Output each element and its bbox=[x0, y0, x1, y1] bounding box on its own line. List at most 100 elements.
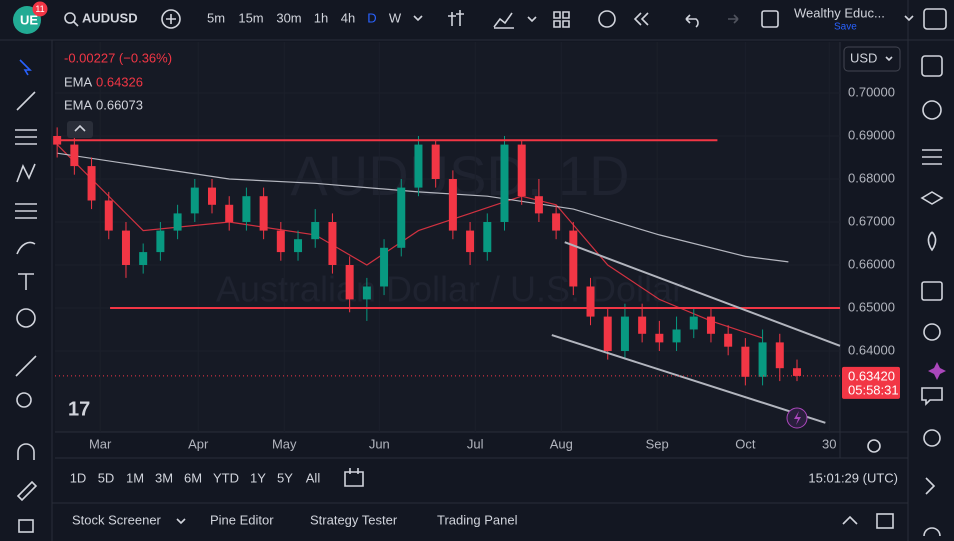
replay-icon[interactable] bbox=[633, 12, 649, 26]
candle-body bbox=[259, 196, 268, 231]
add-symbol[interactable] bbox=[161, 9, 181, 29]
range-button[interactable]: 3M bbox=[155, 470, 173, 485]
data-window[interactable] bbox=[922, 149, 942, 165]
candle-body bbox=[552, 213, 561, 231]
hotlist[interactable] bbox=[927, 231, 937, 252]
screener-menu[interactable] bbox=[176, 518, 186, 525]
panel-tab[interactable]: Pine Editor bbox=[210, 512, 274, 527]
candle-body bbox=[724, 333, 733, 347]
interval[interactable]: 30m bbox=[276, 10, 301, 25]
interval[interactable]: 4h bbox=[341, 10, 355, 25]
restore-panel[interactable] bbox=[876, 513, 894, 529]
interval[interactable]: W bbox=[389, 10, 402, 25]
candle-body bbox=[328, 221, 337, 265]
notifications[interactable] bbox=[923, 527, 941, 537]
calendar[interactable] bbox=[921, 281, 943, 301]
fullscreen[interactable] bbox=[923, 8, 947, 30]
candle-body bbox=[483, 221, 492, 253]
ideas[interactable] bbox=[923, 323, 941, 341]
text-tool[interactable] bbox=[18, 273, 34, 290]
trend-line[interactable] bbox=[551, 334, 826, 424]
candle-body bbox=[775, 342, 784, 369]
publish[interactable] bbox=[925, 477, 936, 495]
candle-body bbox=[586, 286, 595, 317]
badge-count: 11 bbox=[35, 4, 44, 14]
indicators-menu[interactable] bbox=[527, 16, 537, 23]
candle-body bbox=[276, 230, 285, 253]
candle-body bbox=[758, 342, 767, 377]
y-tick-label: 0.70000 bbox=[848, 84, 895, 99]
currency-button[interactable] bbox=[843, 46, 901, 72]
layout-menu[interactable] bbox=[904, 15, 914, 22]
candle-body bbox=[569, 230, 578, 287]
panel-tab[interactable]: Stock Screener bbox=[72, 512, 162, 527]
layout-name[interactable]: Wealthy Educ... bbox=[794, 5, 885, 20]
panel-tab[interactable]: Strategy Tester bbox=[310, 512, 398, 527]
interval[interactable]: 5m bbox=[207, 10, 225, 25]
cursor-tool[interactable] bbox=[19, 59, 32, 76]
candle-body bbox=[87, 166, 96, 201]
ai-icon[interactable] bbox=[928, 362, 946, 380]
settings[interactable] bbox=[867, 439, 881, 453]
interval[interactable]: 15m bbox=[238, 10, 263, 25]
zoom-tool[interactable] bbox=[16, 392, 32, 408]
redo bbox=[728, 14, 739, 24]
interval-menu[interactable] bbox=[413, 15, 423, 22]
trend-line[interactable] bbox=[564, 241, 841, 347]
candle-body bbox=[139, 252, 148, 265]
clock: 15:01:29 (UTC) bbox=[808, 470, 898, 485]
line-tool[interactable] bbox=[16, 91, 36, 111]
range-button[interactable]: 1D bbox=[70, 470, 87, 485]
watermark-subtitle: Australian Dollar / U.S. Dollar bbox=[216, 269, 684, 310]
chats[interactable] bbox=[921, 387, 943, 406]
tv-logo: 17 bbox=[68, 398, 90, 420]
fib-tool[interactable] bbox=[15, 129, 37, 145]
brush-tool[interactable] bbox=[16, 241, 36, 255]
lock-drawings[interactable] bbox=[16, 480, 38, 502]
candle-body bbox=[672, 329, 681, 343]
range-button[interactable]: YTD bbox=[213, 470, 239, 485]
range-button[interactable]: All bbox=[306, 470, 321, 485]
emoji-tool[interactable] bbox=[16, 308, 36, 328]
interval[interactable]: 1h bbox=[314, 10, 328, 25]
range-button[interactable]: 5Y bbox=[277, 470, 293, 485]
undo[interactable] bbox=[685, 14, 699, 28]
x-tick-label: Apr bbox=[188, 436, 209, 451]
layout-icon[interactable] bbox=[553, 11, 570, 28]
candle-body bbox=[208, 187, 216, 205]
candle-body bbox=[517, 144, 526, 197]
range-button[interactable]: 1M bbox=[126, 470, 144, 485]
prediction-tool[interactable] bbox=[15, 203, 37, 219]
snapshot[interactable] bbox=[761, 10, 779, 28]
chart-type[interactable] bbox=[448, 10, 464, 26]
magnet-tool[interactable] bbox=[17, 443, 35, 460]
lightning bbox=[794, 411, 801, 425]
panel-tab[interactable]: Trading Panel bbox=[437, 512, 518, 527]
maximize-panel[interactable] bbox=[842, 515, 858, 525]
interval[interactable]: D bbox=[367, 10, 376, 25]
watchlist[interactable] bbox=[921, 55, 943, 77]
symbol[interactable]: AUDUSD bbox=[82, 10, 138, 25]
measure-tool[interactable] bbox=[15, 355, 37, 377]
lock-tool[interactable] bbox=[18, 519, 34, 533]
date-range[interactable] bbox=[344, 468, 364, 487]
add-symbol bbox=[166, 14, 176, 24]
streams[interactable] bbox=[923, 429, 941, 447]
save-label[interactable]: Save bbox=[834, 22, 857, 33]
indicators-icon[interactable] bbox=[493, 12, 514, 29]
range-button[interactable]: 1Y bbox=[250, 470, 266, 485]
range-button[interactable]: 5D bbox=[98, 470, 115, 485]
layers[interactable] bbox=[920, 191, 944, 205]
y-tick-label: 0.64000 bbox=[848, 342, 895, 357]
candle-body bbox=[242, 196, 251, 222]
y-tick-label: 0.69000 bbox=[848, 127, 895, 142]
alerts[interactable] bbox=[922, 100, 942, 120]
range-button[interactable]: 6M bbox=[184, 470, 202, 485]
pattern-tool[interactable] bbox=[16, 163, 36, 183]
alert-icon[interactable] bbox=[598, 10, 616, 28]
candle-body bbox=[345, 264, 354, 300]
search-icon[interactable] bbox=[64, 12, 76, 24]
collapse-legend[interactable] bbox=[67, 121, 93, 138]
currency-menu bbox=[885, 56, 893, 62]
candle-body bbox=[500, 144, 509, 222]
